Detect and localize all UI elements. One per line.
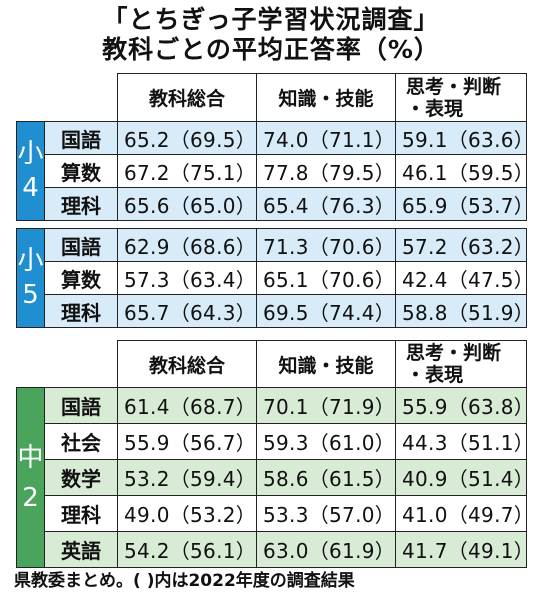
score-cell: 42.4（47.5） [395,261,534,295]
subject-cell: 国語 [44,387,118,424]
table-row: 理科 65.7（64.3） 69.5（74.4） 58.8（51.9） [17,294,534,328]
score-cell: 58.8（51.9） [395,294,534,328]
score-cell: 46.1（59.5） [395,154,534,188]
column-header-thinking-line1: 思考・判断 [406,75,502,98]
score-cell: 55.9（63.8） [395,387,534,424]
subject-cell: 英語 [44,531,118,568]
table-row: 社会 55.9（56.7） 59.3（61.0） 44.3（51.1） [17,423,534,460]
score-cell: 61.4（68.7） [117,387,257,424]
table-row: 数学 53.2（59.4） 58.6（61.5） 40.9（51.4） [17,459,534,496]
score-cell: 41.7（49.1） [395,531,534,568]
chart-title-line2: 教科ごとの平均正答率（%） [102,35,440,64]
score-cell: 65.4（76.3） [256,187,396,221]
table-row: 算数 57.3（63.4） 65.1（70.6） 42.4（47.5） [17,261,534,295]
middle-school-table: 教科総合 知識・技能 思考・判断 ・表現 中 2 国語 61.4（68.7） 70.1（… [16,340,534,568]
score-cell: 55.9（56.7） [117,423,257,460]
score-cell: 54.2（56.1） [117,531,257,568]
score-cell: 57.3（63.4） [117,261,257,295]
table-row: 算数 67.2（75.1） 77.8（79.5） 46.1（59.5） [17,154,534,188]
grade-label-char: 4 [22,173,39,203]
score-cell: 65.9（53.7） [395,187,534,221]
subject-cell: 算数 [44,154,118,188]
score-cell: 41.0（49.7） [395,495,534,532]
table-row: 小 4 国語 65.2（69.5） 74.0（71.1） 59.1（63.6） [16,121,534,221]
score-cell: 57.2（63.2） [395,228,534,262]
subject-cell: 理科 [44,294,118,328]
table-row: 理科 49.0（53.2） 53.3（57.0） 41.0（49.7） [17,495,534,532]
header-blank [16,340,118,388]
footnote: 県教委まとめ。( )内は2022年度の調査結果 [14,571,355,591]
elementary-table: 教科総合 知識・技能 思考・判断 ・表現 小 4 国語 65.2（69.5） 74.0（… [16,73,534,328]
score-cell: 65.1（70.6） [256,261,396,295]
score-cell: 53.3（57.0） [256,495,396,532]
table-row: 中 2 国語 61.4（68.7） 70.1（71.9） 55.9（63.8） [16,387,534,568]
subject-cell: 算数 [44,261,118,295]
grade-label-char: 2 [22,482,39,513]
score-cell: 70.1（71.9） [256,387,396,424]
grade-label-char: 5 [22,280,39,310]
column-header-knowledge: 知識・技能 [256,73,396,122]
score-cell: 44.3（51.1） [395,423,534,460]
column-header-thinking: 思考・判断 ・表現 [395,340,527,388]
column-header-knowledge: 知識・技能 [256,340,396,388]
score-cell: 65.6（65.0） [117,187,257,221]
subject-cell: 国語 [44,228,118,262]
table-row: 小 5 国語 62.9（68.6） 71.3（70.6） 57.2（63.2） [16,228,534,328]
score-cell: 59.1（63.6） [395,121,534,155]
score-cell: 53.2（59.4） [117,459,257,496]
score-cell: 63.0（61.9） [256,531,396,568]
score-cell: 74.0（71.1） [256,121,396,155]
score-cell: 40.9（51.4） [395,459,534,496]
subject-cell: 国語 [44,121,118,155]
table-row: 理科 65.6（65.0） 65.4（76.3） 65.9（53.7） [17,187,534,221]
score-cell: 58.6（61.5） [256,459,396,496]
column-header-thinking-line1: 思考・判断 [406,342,502,364]
score-cell: 67.2（75.1） [117,154,257,188]
score-cell: 69.5（74.4） [256,294,396,328]
subject-cell: 理科 [44,187,118,221]
column-header-thinking-line2: ・表現 [406,97,464,120]
grade-label-char: 小 [17,246,44,276]
column-header-thinking-line2: ・表現 [406,364,464,386]
score-cell: 62.9（68.6） [117,228,257,262]
score-cell: 71.3（70.6） [256,228,396,262]
column-header-total: 教科総合 [117,340,257,388]
subject-cell: 理科 [44,495,118,532]
subject-cell: 社会 [44,423,118,460]
grade-label-char: 小 [17,139,44,169]
score-cell: 65.2（69.5） [117,121,257,155]
column-header-total: 教科総合 [117,73,257,122]
chart-title-line1: 「とちぎっ子学習状況調査」 [102,5,440,34]
table-row: 英語 54.2（56.1） 63.0（61.9） 41.7（49.1） [17,531,534,568]
score-cell: 59.3（61.0） [256,423,396,460]
column-header-thinking: 思考・判断 ・表現 [395,73,527,122]
score-cell: 49.0（53.2） [117,495,257,532]
subject-cell: 数学 [44,459,118,496]
header-blank [16,73,118,122]
grade-label-char: 中 [17,442,44,473]
score-cell: 77.8（79.5） [256,154,396,188]
score-cell: 65.7（64.3） [117,294,257,328]
